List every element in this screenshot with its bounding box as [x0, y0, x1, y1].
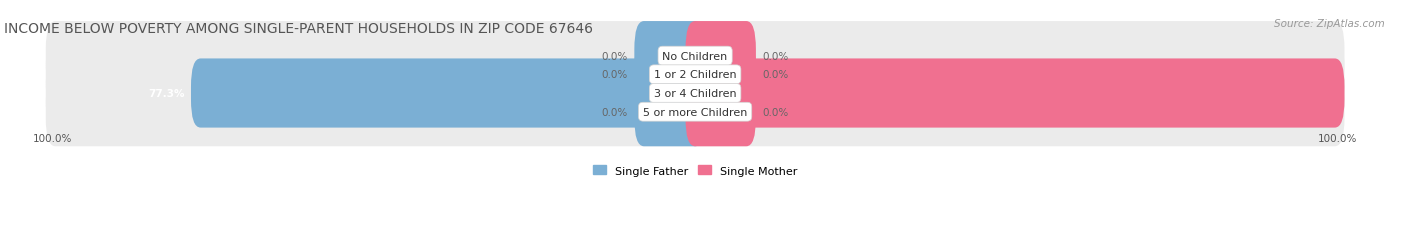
Text: 100.0%: 100.0%: [1351, 89, 1395, 99]
Text: INCOME BELOW POVERTY AMONG SINGLE-PARENT HOUSEHOLDS IN ZIP CODE 67646: INCOME BELOW POVERTY AMONG SINGLE-PARENT…: [4, 22, 593, 36]
FancyBboxPatch shape: [686, 41, 756, 109]
Text: 100.0%: 100.0%: [1317, 134, 1357, 144]
FancyBboxPatch shape: [634, 22, 704, 91]
Text: 0.0%: 0.0%: [602, 52, 628, 61]
Text: 0.0%: 0.0%: [602, 107, 628, 117]
Text: 0.0%: 0.0%: [602, 70, 628, 80]
Legend: Single Father, Single Mother: Single Father, Single Mother: [589, 161, 801, 180]
Text: Source: ZipAtlas.com: Source: ZipAtlas.com: [1274, 18, 1385, 28]
Text: 77.3%: 77.3%: [148, 89, 184, 99]
Text: 0.0%: 0.0%: [762, 107, 789, 117]
Text: 100.0%: 100.0%: [32, 134, 72, 144]
FancyBboxPatch shape: [191, 59, 704, 128]
FancyBboxPatch shape: [46, 22, 1344, 91]
FancyBboxPatch shape: [634, 41, 704, 109]
FancyBboxPatch shape: [634, 78, 704, 147]
Text: 5 or more Children: 5 or more Children: [643, 107, 748, 117]
Text: 0.0%: 0.0%: [762, 70, 789, 80]
FancyBboxPatch shape: [46, 78, 1344, 147]
FancyBboxPatch shape: [46, 41, 1344, 109]
Text: No Children: No Children: [662, 52, 728, 61]
FancyBboxPatch shape: [686, 22, 756, 91]
Text: 0.0%: 0.0%: [762, 52, 789, 61]
FancyBboxPatch shape: [686, 78, 756, 147]
FancyBboxPatch shape: [46, 59, 1344, 128]
FancyBboxPatch shape: [686, 59, 1344, 128]
Text: 3 or 4 Children: 3 or 4 Children: [654, 89, 737, 99]
Text: 1 or 2 Children: 1 or 2 Children: [654, 70, 737, 80]
